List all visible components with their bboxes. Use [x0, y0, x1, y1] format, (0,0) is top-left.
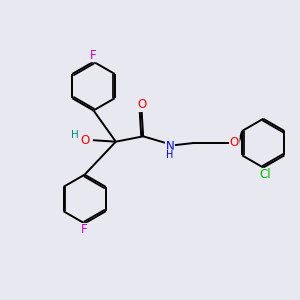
Text: F: F	[90, 49, 97, 62]
Text: Cl: Cl	[259, 169, 271, 182]
Text: O: O	[81, 134, 90, 147]
Text: F: F	[81, 224, 88, 236]
Text: O: O	[137, 98, 146, 111]
Text: H: H	[166, 150, 174, 160]
Text: H: H	[71, 130, 79, 140]
Text: O: O	[230, 136, 239, 149]
Text: N: N	[166, 140, 174, 153]
